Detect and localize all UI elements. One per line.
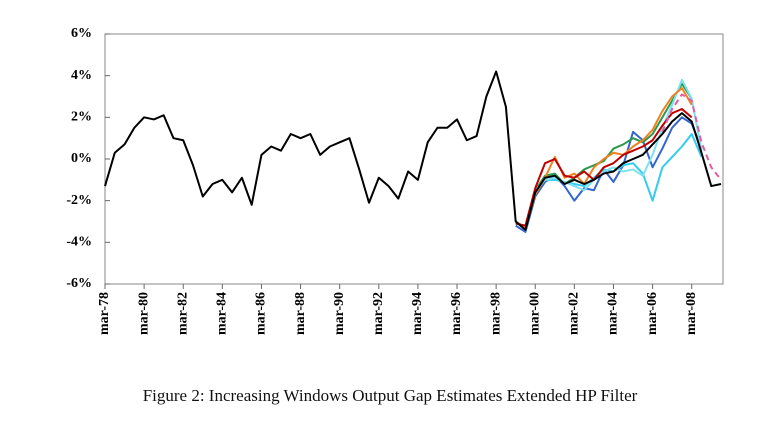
y-tick-label: -6% [66,276,92,291]
x-tick-label: mar-86 [254,292,269,335]
x-tick-label: mar-96 [449,292,464,335]
x-tick-label: mar-84 [215,292,230,335]
y-tick-label: -2% [66,193,92,208]
series-line [515,78,703,231]
x-tick-label: mar-78 [97,292,112,335]
x-tick-label: mar-00 [527,292,542,335]
series-line [515,116,703,233]
x-tick-label: mar-88 [293,292,308,335]
y-tick-label: 4% [71,68,92,83]
x-tick-label: mar-94 [410,292,425,335]
y-tick-label: 0% [71,151,92,166]
series-line [515,108,693,227]
series-line [104,70,722,231]
series-line [661,93,722,181]
x-tick-label: mar-08 [684,292,699,335]
x-tick-label: mar-04 [606,292,621,335]
x-tick-label: mar-80 [136,292,151,335]
x-tick-label: mar-98 [488,292,503,335]
x-tick-label: mar-06 [645,292,660,335]
x-tick-label: mar-82 [175,292,190,335]
y-tick-label: -4% [66,235,92,250]
y-tick-label: 6% [71,26,92,41]
x-tick-label: mar-02 [567,292,582,335]
x-tick-label: mar-90 [332,292,347,335]
plot-frame [104,33,724,285]
x-tick-label: mar-92 [371,292,386,335]
caption: Figure 2: Increasing Windows Output Gap … [143,386,638,405]
y-tick-label: 2% [71,110,92,125]
